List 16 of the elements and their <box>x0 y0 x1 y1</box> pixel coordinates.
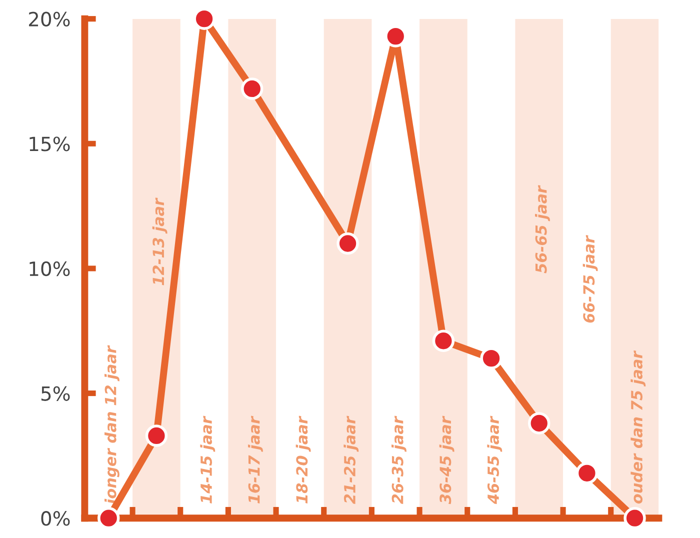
y-tick-label: 5% <box>41 386 70 401</box>
x-tick-label: 26-35 jaar <box>392 416 406 504</box>
x-tick-label: 21-25 jaar <box>344 416 359 504</box>
x-tick-label: 16-17 jaar <box>248 416 263 504</box>
y-tick-label: 0% <box>41 511 70 526</box>
x-tick-label: 18-20 jaar <box>296 416 311 504</box>
x-tick-label: 36-45 jaar <box>439 416 454 504</box>
x-tick-label: 56-65 jaar <box>535 185 550 274</box>
x-tick-label: 66-75 jaar <box>582 235 598 323</box>
x-tick-label: 14-15 jaar <box>200 416 216 504</box>
x-tick-label: ouder dan 75 jaar <box>630 350 646 504</box>
y-tick-label: 10% <box>30 261 70 276</box>
y-tick-label: 15% <box>30 136 70 152</box>
x-tick-label: 12-13 jaar <box>152 198 168 286</box>
y-tick-label: 20% <box>29 12 70 26</box>
x-tick-label: 46-55 jaar <box>487 416 502 504</box>
